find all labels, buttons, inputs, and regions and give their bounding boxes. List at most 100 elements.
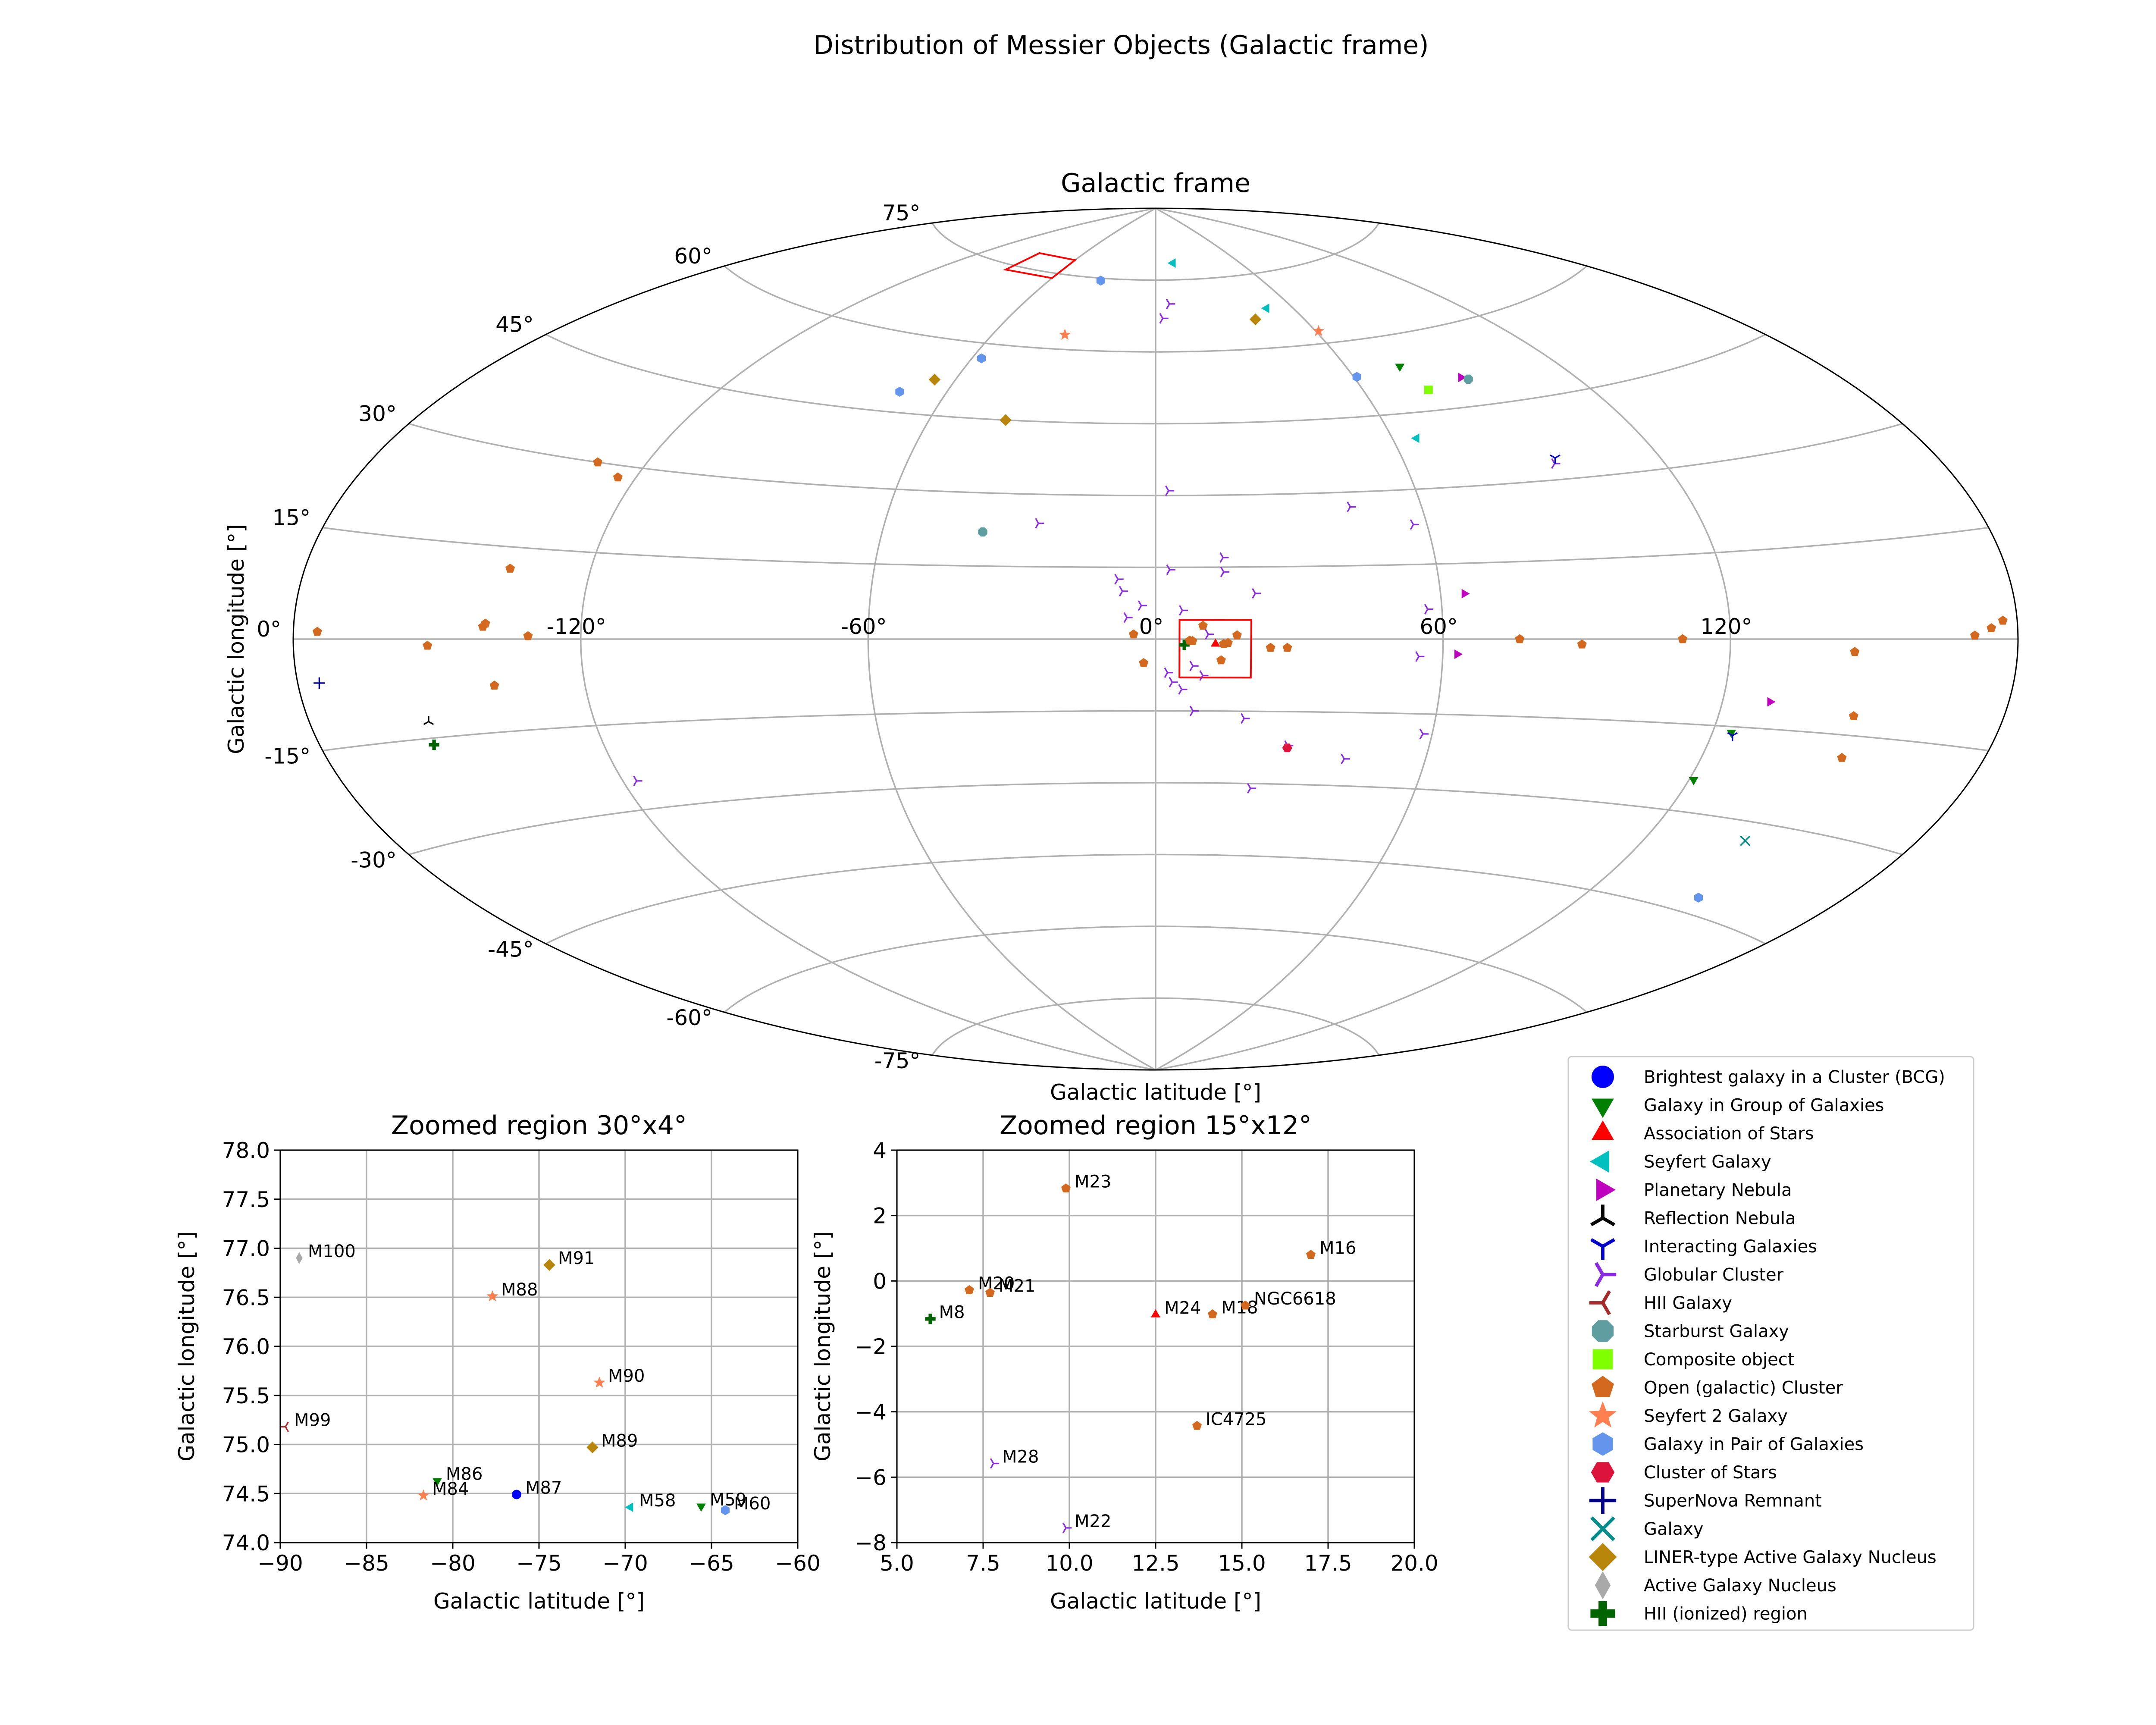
z2-xtick-label: 5.0 — [880, 1551, 914, 1576]
legend-label: Composite object — [1644, 1350, 1794, 1370]
aitoff-point-planetary-nebula — [1454, 649, 1463, 659]
aitoff-point-open-galactic-cluster — [1837, 753, 1847, 762]
legend-marker-open-galactic-cluster — [1592, 1376, 1614, 1397]
aitoff-point-open-galactic-cluster — [312, 627, 322, 636]
legend-label: Galaxy — [1644, 1519, 1703, 1539]
z2-point-m23 — [1061, 1183, 1071, 1193]
aitoff-zoom-boxes — [1003, 252, 1252, 679]
z1-ytick-label: 74.5 — [222, 1481, 270, 1506]
aitoff-point-globular-cluster — [1035, 518, 1044, 529]
z1-point-m58 — [625, 1502, 633, 1512]
z1-xtick-label: −75 — [516, 1551, 562, 1576]
z1-point-label: M91 — [558, 1248, 595, 1268]
aitoff-point-hii-ionized-region — [429, 739, 439, 750]
zoom-panel-1: Zoomed region 30°x4° M100 M91 M88 M90 M99 M89… — [174, 1110, 821, 1614]
zoom1-title: Zoomed region 30°x4° — [391, 1110, 687, 1141]
aitoff-parallel — [724, 925, 1588, 1013]
aitoff-point-globular-cluster — [1247, 783, 1257, 794]
z2-point-m20 — [965, 1285, 974, 1294]
aitoff-point-globular-cluster — [1119, 586, 1128, 597]
aitoff-parallel — [724, 265, 1588, 353]
aitoff-point-cluster-of-stars — [1282, 743, 1292, 753]
zoom2-ticks: 5.0 7.5 10.0 12.5 15.0 17.5 20.0 −8 −6 −4 −2 0 2 4 — [855, 1138, 1438, 1576]
z2-point-label: M28 — [1002, 1447, 1039, 1467]
legend-label: Seyfert Galaxy — [1644, 1152, 1771, 1172]
legend-marker-seyfert-galaxy — [1590, 1150, 1609, 1173]
z2-point-label: M23 — [1075, 1172, 1111, 1192]
aitoff-xtick-label: 0° — [1139, 614, 1164, 639]
z1-xtick-label: −60 — [775, 1551, 821, 1576]
legend-label: Seyfert 2 Galaxy — [1644, 1406, 1788, 1426]
aitoff-point-globular-cluster — [1123, 612, 1133, 623]
aitoff-ytick-label: -60° — [666, 1005, 712, 1030]
aitoff-point-globular-cluster — [1219, 552, 1229, 563]
z1-point-label: M84 — [432, 1479, 469, 1499]
z1-point-label: M58 — [639, 1491, 676, 1511]
z2-point-label: M24 — [1164, 1298, 1201, 1318]
aitoff-point-galaxy-in-pair-of-galaxies — [1694, 892, 1703, 903]
z1-xtick-label: −80 — [430, 1551, 476, 1576]
z1-ytick-label: 77.5 — [222, 1187, 270, 1212]
zoom1-ticks: −90 −85 −80 −75 −70 −65 −60 74.0 74.5 75.0 75.5 76.… — [222, 1138, 821, 1576]
aitoff-point-galaxy-in-pair-of-galaxies — [977, 353, 986, 364]
aitoff-point-starburst-galaxy — [1463, 374, 1473, 384]
legend-marker-interacting-galaxies — [1590, 1238, 1615, 1260]
legend: Brightest galaxy in a Cluster (BCG) Galax… — [1567, 1056, 1974, 1631]
legend-marker-cluster-of-stars — [1591, 1462, 1615, 1483]
aitoff-point-globular-cluster — [1241, 713, 1250, 724]
aitoff-points — [312, 258, 2008, 903]
zoom1-xlabel: Galactic latitude [°] — [433, 1589, 645, 1614]
z2-ytick-label: −4 — [855, 1400, 887, 1425]
aitoff-point-globular-cluster — [1341, 753, 1350, 765]
aitoff-point-open-galactic-cluster — [1188, 636, 1197, 645]
z2-point-label: NGC6618 — [1254, 1289, 1336, 1309]
z1-point-label: M59 — [710, 1490, 746, 1510]
aitoff-point-open-galactic-cluster — [1515, 634, 1525, 643]
zoom2-ylabel: Galactic longitude [°] — [810, 1231, 835, 1462]
aitoff-ytick-label: -15° — [264, 744, 310, 769]
aitoff-point-open-galactic-cluster — [489, 681, 499, 690]
legend-marker-starburst-galaxy — [1592, 1320, 1614, 1342]
aitoff-point-seyfert-2-galaxy — [1059, 329, 1071, 340]
aitoff-point-galaxy-in-pair-of-galaxies — [1352, 372, 1361, 382]
legend-label: HII (ionized) region — [1644, 1604, 1808, 1624]
z2-point-ngc6618 — [1241, 1300, 1250, 1310]
aitoff-tick-labels: -120° -60° 0° 60° 120° -75° -60° -45° -30° -15° 0°… — [257, 201, 1752, 1073]
z2-point-label: M20 — [978, 1274, 1015, 1294]
z1-ytick-label: 75.5 — [222, 1383, 270, 1408]
aitoff-zoom-box-2 — [1178, 619, 1252, 679]
aitoff-ytick-label: 60° — [674, 244, 712, 269]
z2-xtick-label: 12.5 — [1131, 1551, 1179, 1576]
aitoff-point-globular-cluster — [1166, 298, 1175, 310]
z2-ytick-label: −8 — [855, 1531, 887, 1556]
legend-label: Open (galactic) Cluster — [1644, 1378, 1843, 1398]
z1-xtick-label: −90 — [257, 1551, 303, 1576]
legend-label: Interacting Galaxies — [1644, 1237, 1817, 1257]
z1-point-label: M100 — [308, 1242, 356, 1261]
z1-point-m87 — [512, 1490, 521, 1499]
aitoff-point-supernova-remnant — [313, 677, 325, 689]
z2-point-label: IC4725 — [1206, 1409, 1267, 1429]
z2-ytick-label: 4 — [873, 1138, 887, 1163]
aitoff-point-globular-cluster — [1166, 564, 1175, 575]
z1-point-label: M60 — [734, 1494, 771, 1514]
zoom2-title: Zoomed region 15°x12° — [1000, 1110, 1312, 1141]
aitoff-point-galaxy — [1740, 835, 1751, 846]
legend-marker-liner-type-active-galaxy-nucleus — [1589, 1543, 1617, 1571]
z1-point-m84 — [417, 1489, 429, 1501]
z1-xtick-label: −65 — [689, 1551, 734, 1576]
figure-title: Distribution of Messier Objects (Galacti… — [814, 30, 1429, 60]
z2-ytick-label: 2 — [873, 1204, 887, 1229]
aitoff-point-galaxy-in-group-of-galaxies — [1395, 364, 1405, 372]
aitoff-point-liner-type-active-galaxy-nucleus — [1249, 313, 1262, 326]
z1-ytick-label: 77.0 — [222, 1236, 270, 1261]
aitoff-point-seyfert-galaxy — [1261, 303, 1269, 313]
z2-xtick-label: 20.0 — [1390, 1551, 1438, 1576]
legend-frame — [1567, 1056, 1974, 1631]
z2-xtick-label: 15.0 — [1218, 1551, 1266, 1576]
aitoff-boundary — [292, 207, 2019, 1071]
aitoff-title: Galactic frame — [1061, 168, 1250, 198]
aitoff-point-open-galactic-cluster — [1987, 623, 1996, 632]
